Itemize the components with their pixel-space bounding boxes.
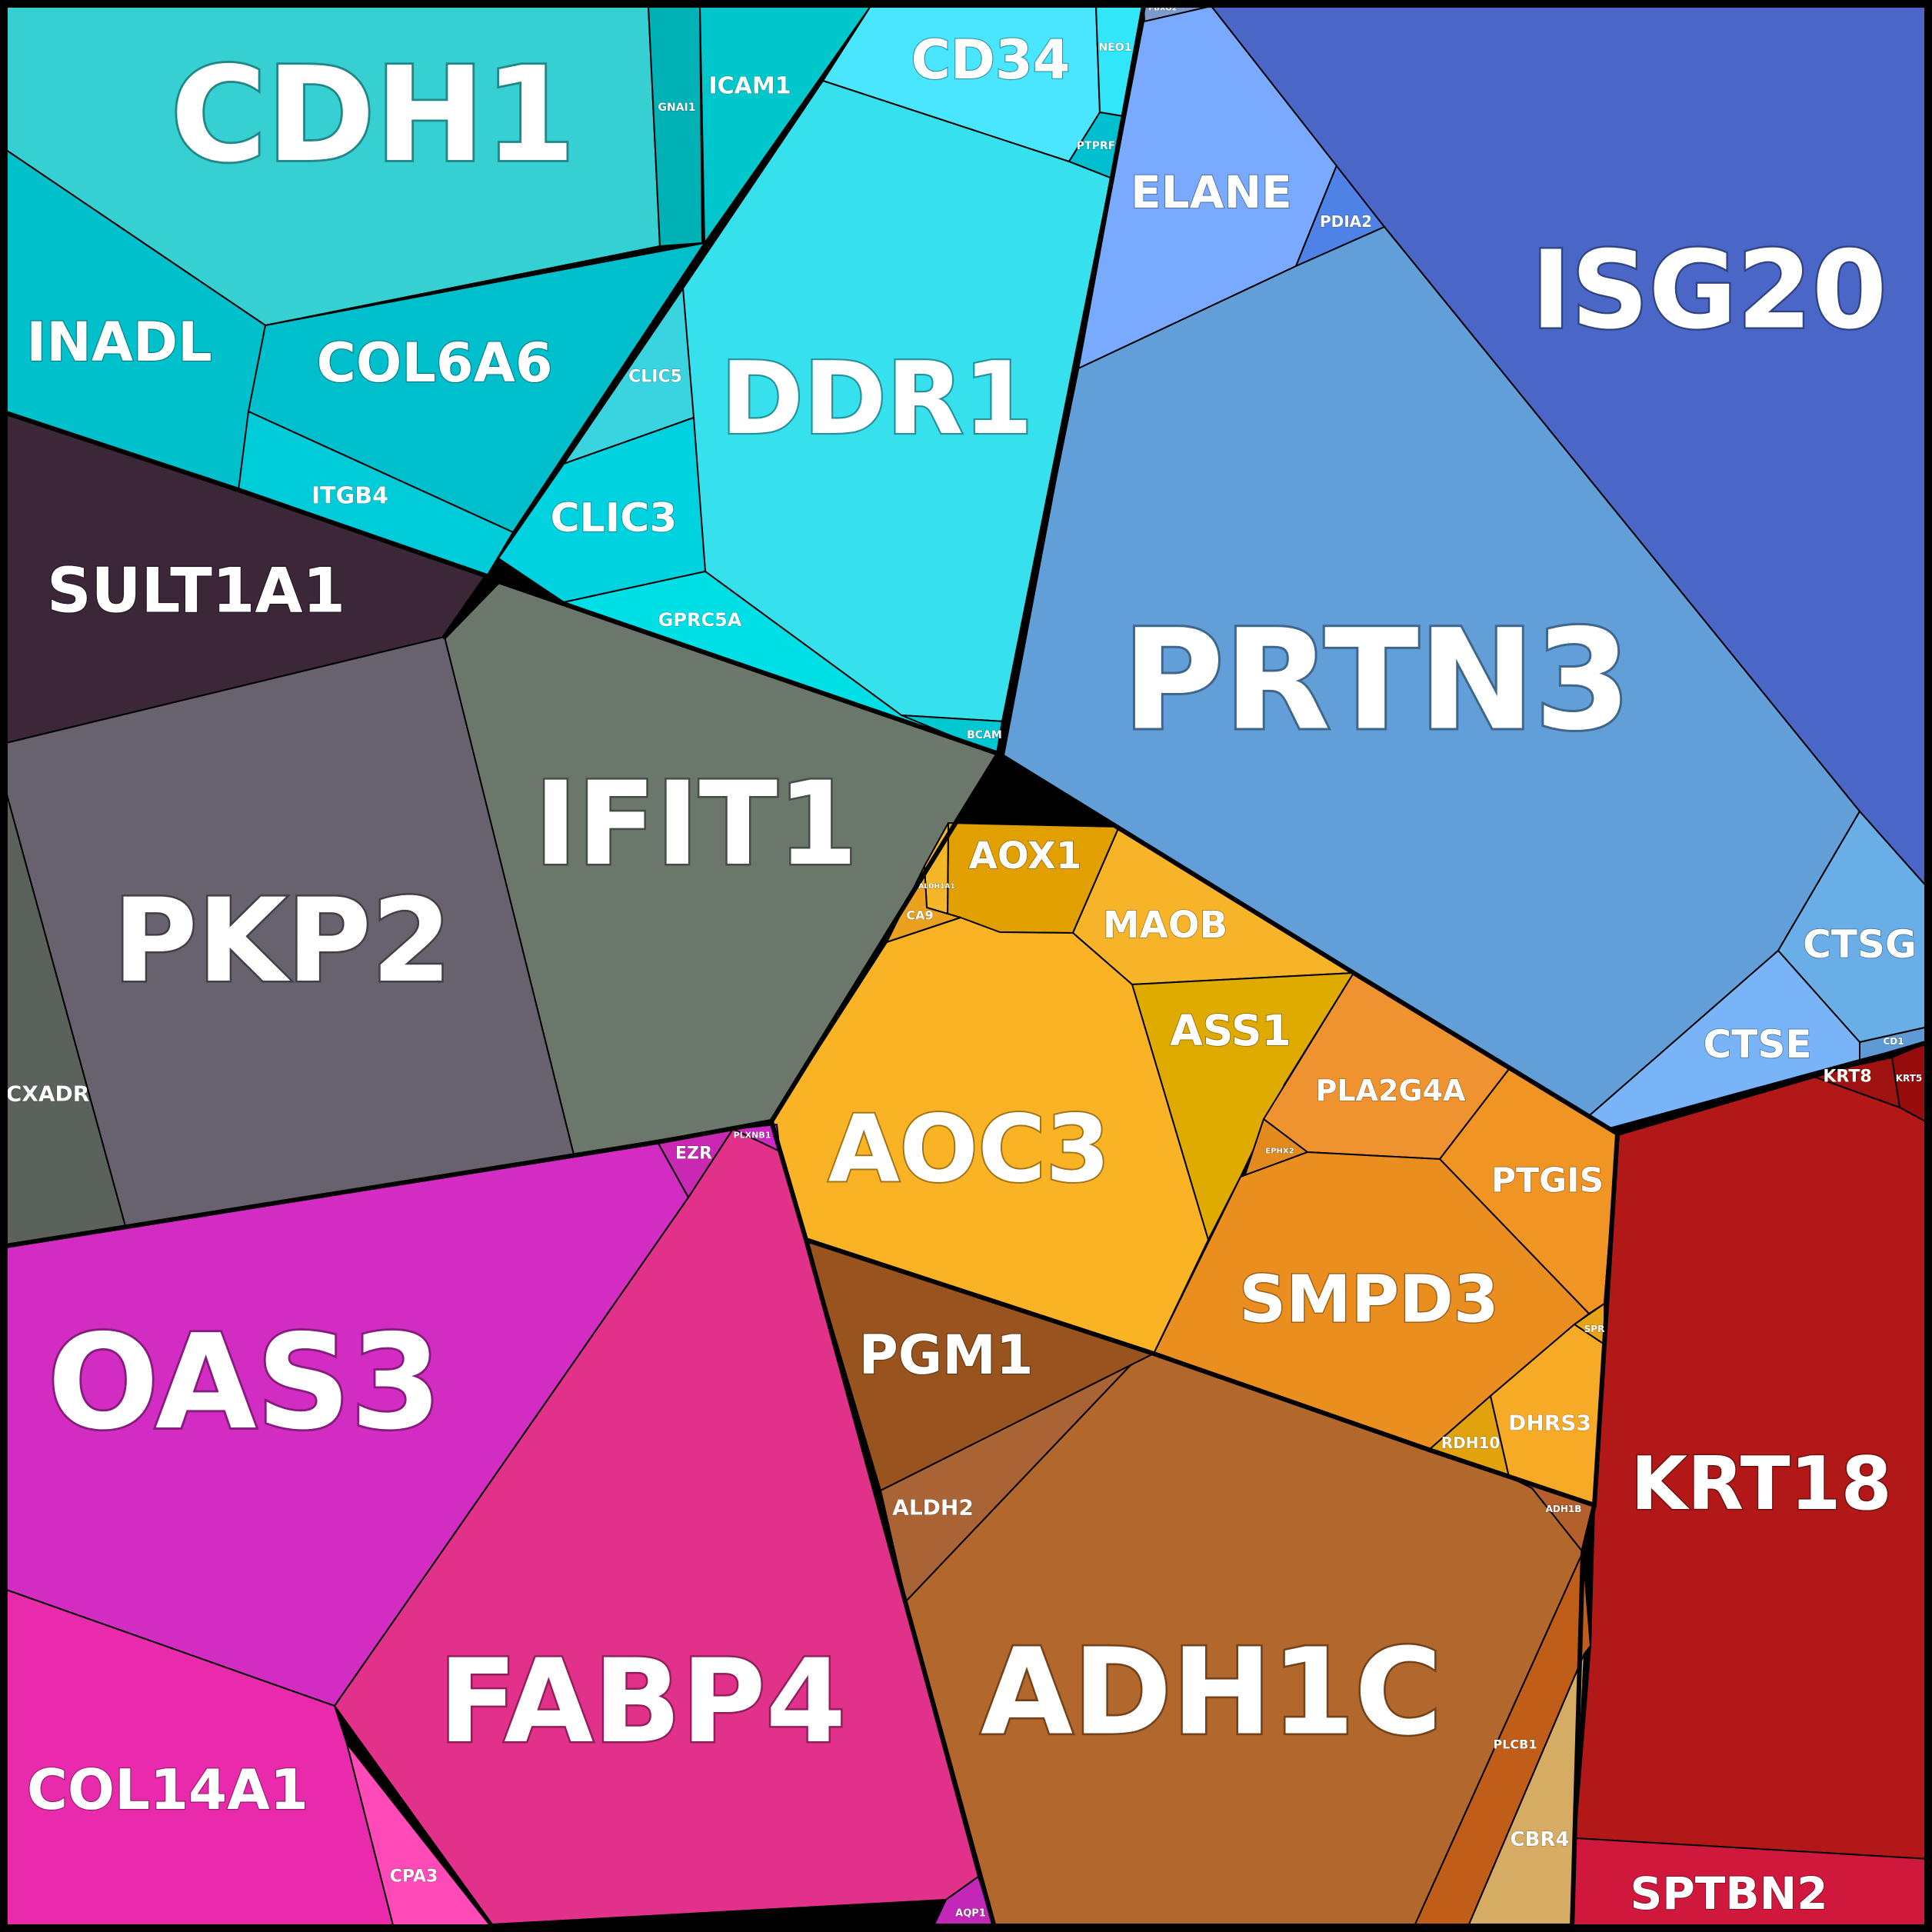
label-elane: ELANE [1131,166,1292,218]
label-dhrs3: DHRS3 [1508,1411,1591,1436]
label-aox1: AOX1 [969,834,1082,878]
label-prtn3: PRTN3 [1122,601,1631,761]
label-maob: MAOB [1103,904,1227,947]
label-aldh1a1: ALDH1A1 [918,883,954,891]
label-col6a6: COL6A6 [316,331,552,395]
label-ca9: CA9 [906,908,933,923]
treemap-labels: CDH1 GNAI1 ICAM1 INADL COL6A6 ITGB4 CD34 NEO1 PT… [5,4,1923,1920]
label-ezr: EZR [675,1144,712,1164]
label-icam1: ICAM1 [708,73,791,100]
label-neo1: NEO1 [1099,42,1132,54]
label-smpd3: SMPD3 [1239,1262,1499,1338]
label-pla2g4a: PLA2G4A [1316,1074,1467,1108]
label-adh1b: ADH1B [1546,1504,1582,1514]
label-aldh2: ALDH2 [892,1495,974,1521]
label-sult1a1: SULT1A1 [47,555,345,627]
label-fabp4: FABP4 [438,1635,846,1769]
label-clic5: CLIC5 [628,368,682,387]
group-borders [5,5,1929,1929]
group-border-4 [769,1121,1595,1507]
label-oas3: OAS3 [48,1307,441,1459]
label-rdh10: RDH10 [1441,1434,1501,1452]
label-ptprf: PTPRF [1077,140,1115,152]
label-gnai1: GNAI1 [658,102,696,114]
label-plcb1: PLCB1 [1494,1737,1537,1752]
label-cd34: CD34 [911,28,1071,92]
label-pkp2: PKP2 [113,874,451,1008]
label-itgb4: ITGB4 [311,483,388,510]
label-krt5: KRT5 [1896,1073,1923,1084]
label-ctse: CTSE [1704,1022,1812,1067]
label-clic3: CLIC3 [551,495,678,541]
treemap-cells [5,5,1929,1929]
label-pdia2: PDIA2 [1320,212,1372,231]
label-cd1x: CD1 [1883,1036,1904,1047]
group-border-3 [5,752,1001,1248]
group-border-1 [997,751,1929,1136]
label-krt18: KRT18 [1631,1442,1892,1527]
label-gprc5a: GPRC5A [658,609,742,631]
group-border-6 [996,5,1146,754]
label-cpa3: CPA3 [390,1867,438,1887]
label-cbr4: CBR4 [1510,1828,1569,1851]
label-isg20: ISG20 [1531,228,1887,354]
label-plxnb1: PLXNB1 [734,1131,771,1141]
label-inadl: INADL [26,311,212,374]
label-cdh1: CDH1 [171,39,575,192]
label-aoc3: AOC3 [828,1097,1110,1204]
label-ptgis: PTGIS [1491,1161,1604,1201]
label-ass1: ASS1 [1170,1006,1291,1055]
label-pgm1: PGM1 [858,1324,1033,1387]
label-ephx2: EPHX2 [1265,1148,1294,1156]
group-border-5 [804,1239,996,1925]
label-adh1c: ADH1C [981,1623,1442,1762]
group-border-0 [5,5,1146,756]
label-aqp1: AQP1 [955,1908,986,1920]
label-bcam: BCAM [967,729,1002,741]
label-ifit1: IFIT1 [535,758,858,891]
label-krt8: KRT8 [1823,1068,1871,1087]
label-col14a1: COL14A1 [27,1757,308,1822]
label-spr: SPR [1584,1324,1605,1334]
label-sptbn2: SPTBN2 [1631,1867,1828,1920]
label-ddr1: DDR1 [721,340,1033,457]
label-ctsg: CTSG [1803,922,1917,967]
cell-ctse [1589,950,1860,1134]
label-cxadr: CXADR [6,1081,90,1107]
